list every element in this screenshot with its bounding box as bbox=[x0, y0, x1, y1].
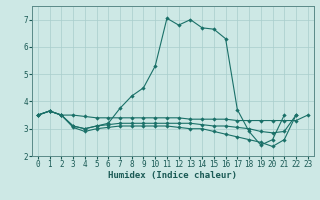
X-axis label: Humidex (Indice chaleur): Humidex (Indice chaleur) bbox=[108, 171, 237, 180]
